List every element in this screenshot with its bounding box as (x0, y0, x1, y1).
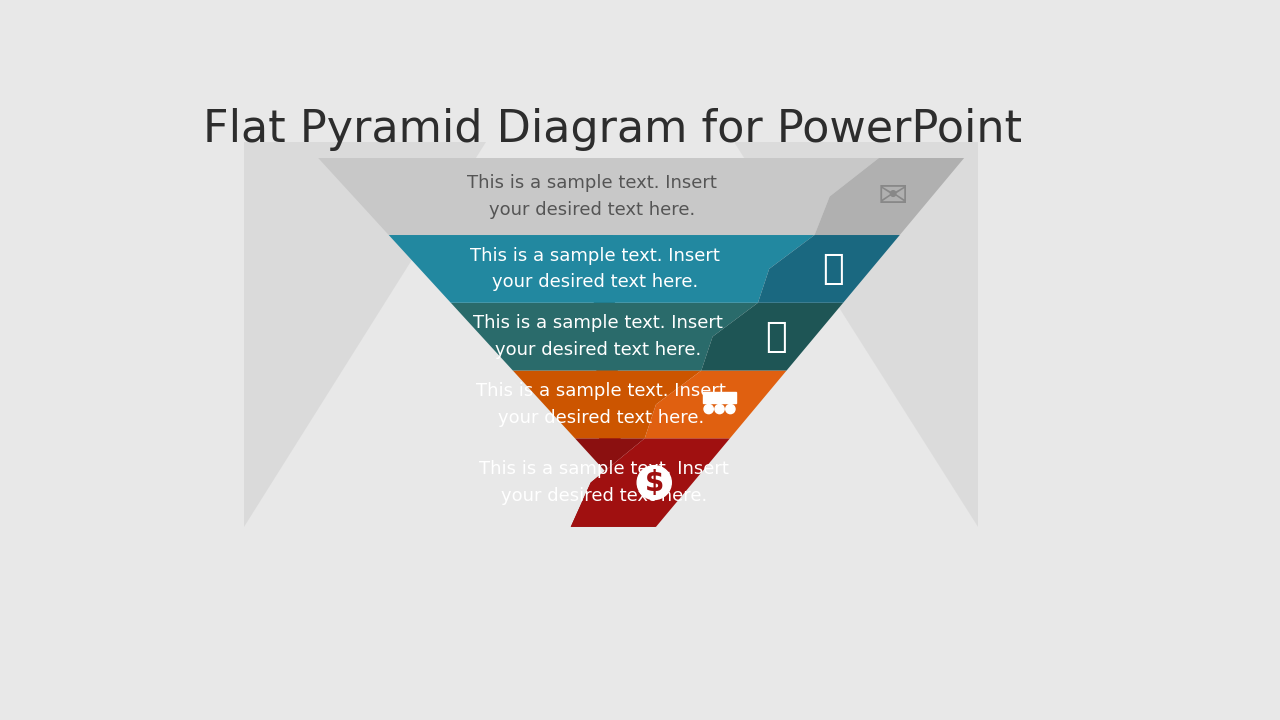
Bar (714, 392, 724, 403)
Polygon shape (451, 292, 758, 371)
Polygon shape (243, 142, 485, 527)
Circle shape (714, 405, 724, 414)
Polygon shape (594, 292, 844, 371)
Text: 🤝: 🤝 (822, 252, 844, 286)
Text: This is a sample text. Insert
your desired text here.: This is a sample text. Insert your desir… (470, 247, 721, 291)
Polygon shape (571, 428, 730, 527)
Circle shape (637, 466, 671, 500)
Text: This is a sample text. Insert
your desired text here.: This is a sample text. Insert your desir… (474, 315, 723, 359)
Text: This is a sample text. Insert
your desired text here.: This is a sample text. Insert your desir… (467, 174, 717, 219)
Text: This is a sample text. Insert
your desired text here.: This is a sample text. Insert your desir… (479, 460, 728, 505)
Circle shape (704, 405, 713, 414)
Text: This is a sample text. Insert
your desired text here.: This is a sample text. Insert your desir… (476, 382, 726, 427)
Polygon shape (591, 224, 900, 303)
Polygon shape (513, 360, 701, 438)
Polygon shape (389, 224, 814, 303)
Polygon shape (814, 158, 964, 235)
Circle shape (726, 405, 735, 414)
Polygon shape (596, 360, 787, 438)
Text: Flat Pyramid Diagram for PowerPoint: Flat Pyramid Diagram for PowerPoint (202, 108, 1021, 151)
Polygon shape (571, 428, 657, 527)
Text: $: $ (645, 469, 664, 497)
Polygon shape (733, 142, 978, 527)
Bar (724, 392, 736, 403)
Polygon shape (319, 158, 879, 235)
Text: 💡: 💡 (765, 320, 787, 354)
Bar (703, 392, 714, 403)
Text: ✉: ✉ (878, 179, 909, 214)
